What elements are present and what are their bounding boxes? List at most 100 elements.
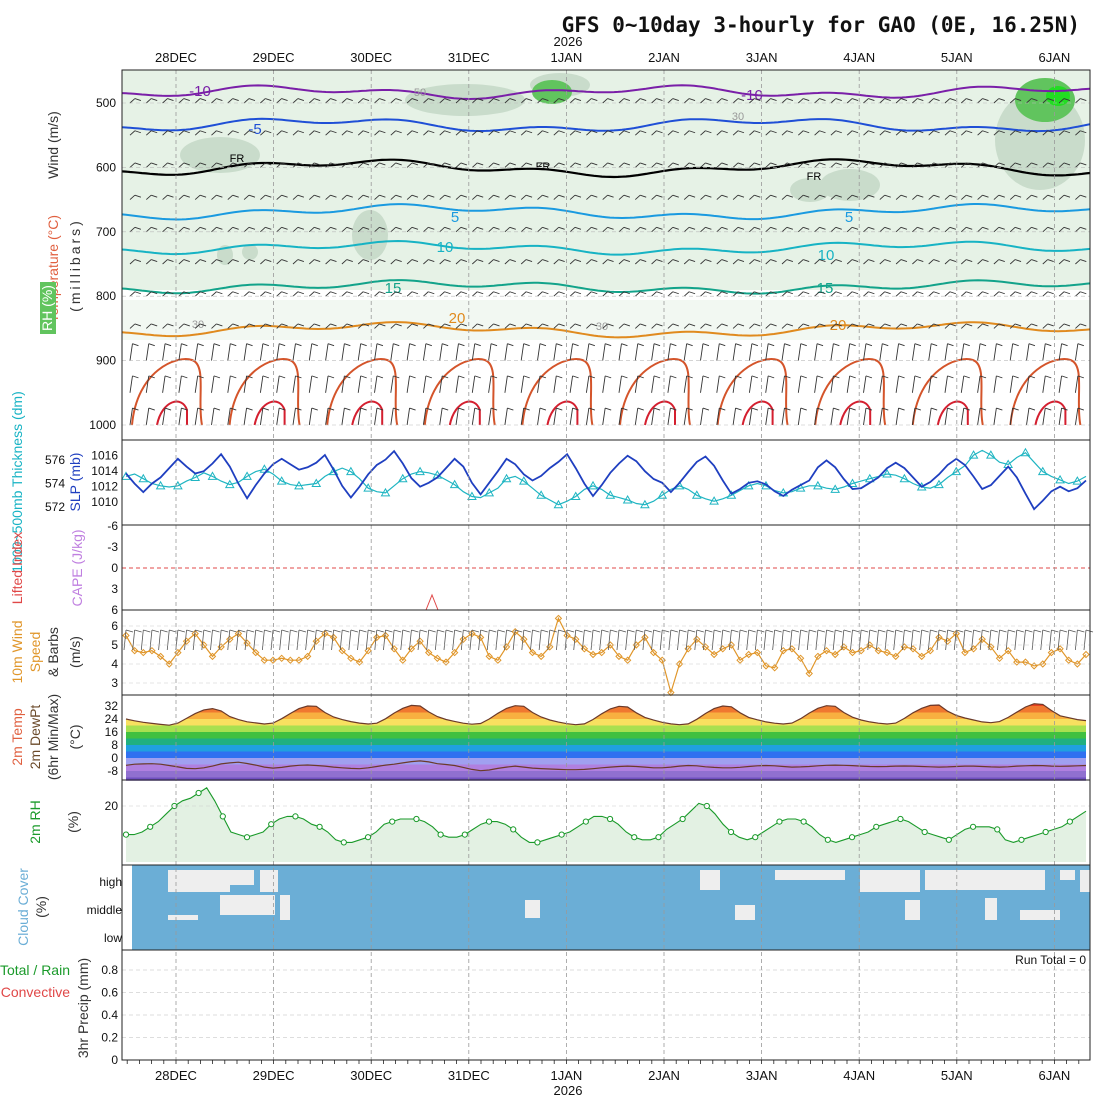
wind-barb <box>895 194 902 200</box>
wind-barb <box>260 323 266 329</box>
wind-barb <box>944 194 951 200</box>
rh-blob <box>790 178 830 202</box>
thickness-point <box>795 483 806 492</box>
wind10-point <box>805 669 813 678</box>
wind-barb <box>781 98 788 104</box>
wind-barb <box>439 343 443 361</box>
wind-barb <box>227 98 233 104</box>
rh2m-point <box>147 823 154 830</box>
wind-barb <box>1026 130 1032 136</box>
wind-barb <box>879 323 885 329</box>
wind-barb <box>667 259 674 265</box>
wind-barb-flag <box>444 162 451 166</box>
contour-25 <box>911 358 984 426</box>
thickness-point <box>1020 447 1031 457</box>
wind-barb-flag <box>460 291 468 295</box>
wind-barb-flag <box>917 130 924 134</box>
wind10-point <box>866 641 874 649</box>
wind-barb <box>553 162 559 168</box>
wind-barb <box>374 162 380 168</box>
contour-25 <box>521 358 594 426</box>
wind-barb-flag <box>281 162 288 166</box>
wind-barb <box>325 194 331 200</box>
wind-barb-flag <box>523 375 530 379</box>
wind-barb-flag <box>197 407 204 411</box>
contour-label: 15 <box>817 280 834 297</box>
rh2m-point <box>969 823 977 830</box>
wind-barb-flag <box>164 343 172 347</box>
wind-barb <box>586 259 592 265</box>
wind-barb-flag <box>281 98 288 101</box>
wind-barb-flag <box>542 291 549 295</box>
wind-barb-flag <box>327 407 335 411</box>
rh2m-point <box>776 818 783 825</box>
wind10-unit: (m/s) <box>67 636 83 668</box>
wind-barb-flag <box>1014 194 1022 198</box>
lifted-index-label: Lifted Index <box>9 532 25 604</box>
wind-barb <box>586 130 592 136</box>
wind-barb-flag <box>966 226 973 230</box>
wind-barb <box>211 291 217 297</box>
wind-barb-flag <box>574 194 582 198</box>
wind-barb-flag <box>835 194 842 198</box>
wind10-barb <box>460 629 464 651</box>
wind-barb-flag <box>213 407 221 411</box>
wind10-barb <box>313 629 317 651</box>
wind-barb-flag <box>297 130 305 134</box>
wind-barb-flag <box>477 162 484 166</box>
wind-barb-flag <box>395 130 402 134</box>
wind-barb <box>357 408 362 426</box>
wind-barb <box>618 98 625 104</box>
wind-barb-flag <box>558 98 565 101</box>
wind-barb-flag <box>607 291 614 295</box>
wind-barb <box>504 343 508 361</box>
wind10-point <box>321 629 329 638</box>
wind-barb-flag <box>542 323 549 327</box>
wind-barb-flag <box>949 259 957 262</box>
wind10-barb-flag <box>376 629 384 633</box>
wind10-barb-flag <box>999 629 1007 633</box>
wind-barb <box>993 408 997 426</box>
wind-barb-flag <box>933 259 940 262</box>
wind10-barb <box>140 629 144 651</box>
wind10-barb-flag <box>169 629 177 633</box>
wind-barb <box>569 408 574 426</box>
date-label-top: 5JAN <box>941 50 973 65</box>
wind-barb-flag <box>933 323 940 327</box>
wind-barb-flag <box>998 130 1005 134</box>
wind-barb <box>325 227 331 233</box>
temp2m-unit: (°C) <box>67 724 83 749</box>
wind-barb-flag <box>330 323 337 327</box>
wind-barb-flag <box>931 407 938 411</box>
wind-barb-flag <box>167 194 174 198</box>
wind-barb <box>406 323 413 329</box>
wind-barb <box>797 343 802 361</box>
wind10-barb-flag <box>627 629 635 633</box>
wind-barb <box>227 162 233 168</box>
wind-barb <box>178 259 185 265</box>
wind-barb-flag <box>996 407 1003 411</box>
wind-barb <box>194 291 201 297</box>
wind-barb <box>814 323 820 329</box>
wind10-barb-flag <box>160 629 168 633</box>
wind-barb <box>830 162 837 168</box>
wind-barb-flag <box>167 291 174 295</box>
wind-barb-flag <box>982 259 989 262</box>
wind-barb-flag <box>819 323 826 327</box>
wind-barb-flag <box>395 226 402 230</box>
wind-barb <box>928 408 932 426</box>
wind-barb <box>292 291 299 297</box>
wind10-barb <box>426 629 430 651</box>
wind10-point <box>701 643 710 651</box>
wind-barb-flag <box>737 259 745 262</box>
wind10-barb-flag <box>523 629 531 633</box>
wind-barb-flag <box>542 226 549 230</box>
wind-barb-flag <box>314 162 321 166</box>
wind-barb <box>602 408 606 426</box>
wind-barb-flag <box>672 162 679 166</box>
wind-barb <box>781 259 788 265</box>
wind10-barb <box>988 629 992 651</box>
wind-barb <box>488 259 494 265</box>
wind-barb-flag <box>477 259 484 262</box>
